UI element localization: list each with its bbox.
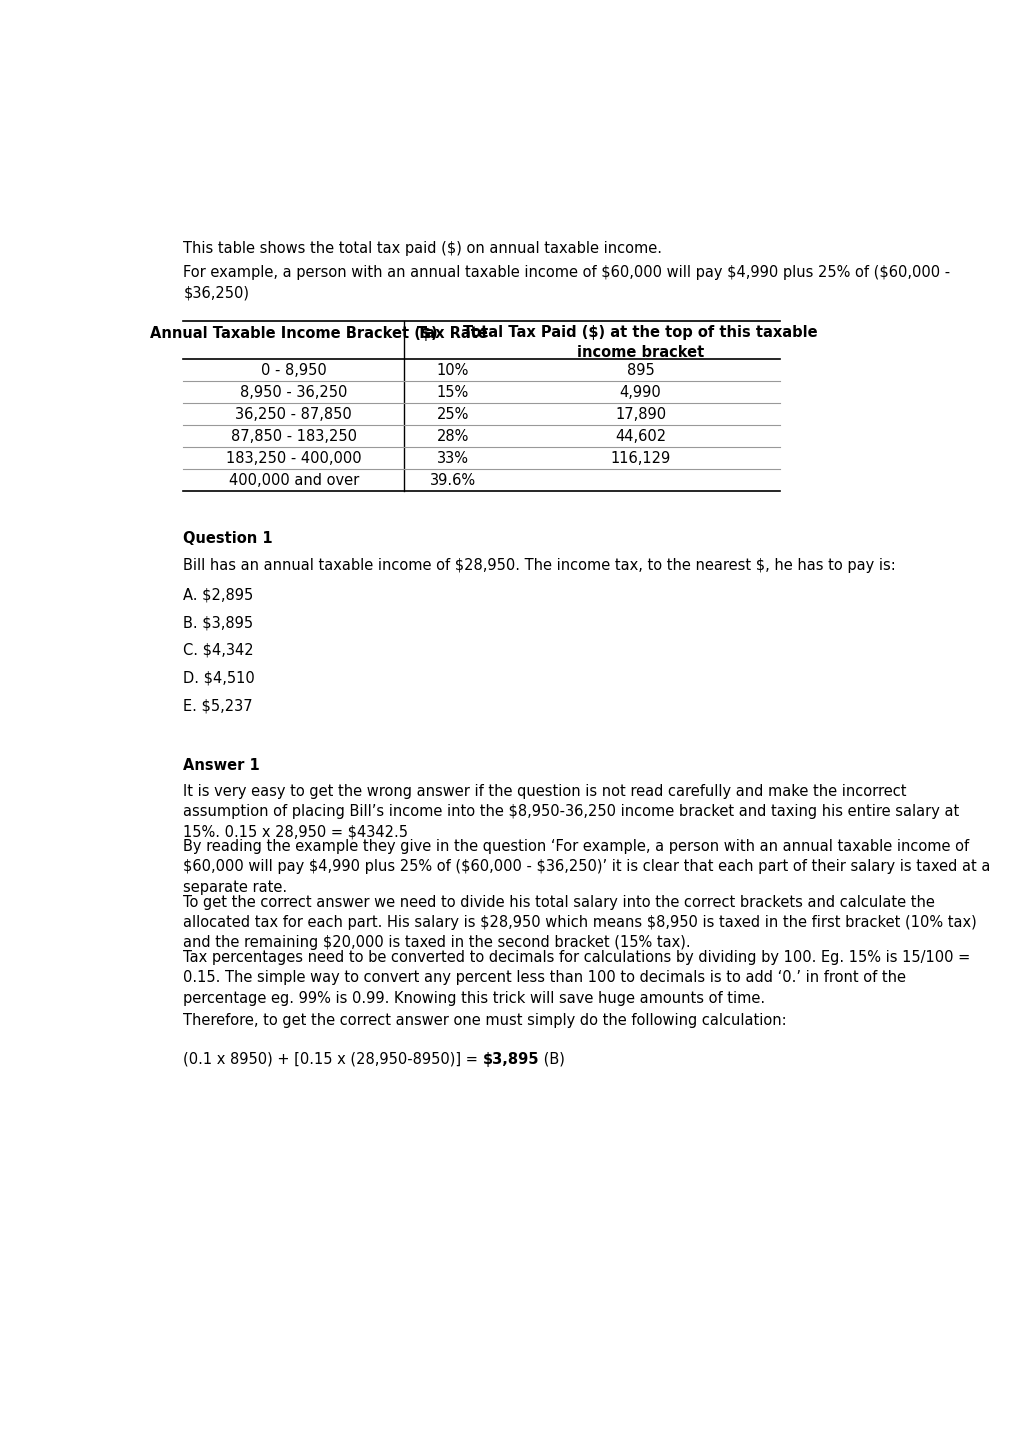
Text: 8,950 - 36,250: 8,950 - 36,250 [239, 385, 347, 399]
Text: This table shows the total tax paid ($) on annual taxable income.: This table shows the total tax paid ($) … [183, 241, 661, 255]
Text: Total Tax Paid ($) at the top of this taxable
income bracket: Total Tax Paid ($) at the top of this ta… [463, 324, 817, 359]
Text: D. $4,510: D. $4,510 [183, 671, 255, 685]
Text: 33%: 33% [436, 451, 468, 466]
Text: 36,250 - 87,850: 36,250 - 87,850 [235, 407, 352, 421]
Text: 400,000 and over: 400,000 and over [228, 473, 359, 487]
Text: To get the correct answer we need to divide his total salary into the correct br: To get the correct answer we need to div… [183, 894, 976, 950]
Text: 0 - 8,950: 0 - 8,950 [261, 363, 326, 378]
Text: Answer 1: Answer 1 [183, 758, 260, 773]
Text: 39.6%: 39.6% [429, 473, 475, 487]
Text: 44,602: 44,602 [614, 428, 665, 444]
Text: 28%: 28% [436, 428, 469, 444]
Text: 25%: 25% [436, 407, 469, 421]
Text: Tax Rate: Tax Rate [417, 326, 487, 342]
Text: 4,990: 4,990 [620, 385, 660, 399]
Text: E. $5,237: E. $5,237 [183, 698, 253, 714]
Text: 15%: 15% [436, 385, 469, 399]
Text: Therefore, to get the correct answer one must simply do the following calculatio: Therefore, to get the correct answer one… [183, 1014, 786, 1028]
Text: 17,890: 17,890 [614, 407, 665, 421]
Text: 116,129: 116,129 [609, 451, 671, 466]
Text: C. $4,342: C. $4,342 [183, 643, 254, 658]
Text: 10%: 10% [436, 363, 469, 378]
Text: Question 1: Question 1 [183, 531, 273, 547]
Text: For example, a person with an annual taxable income of $60,000 will pay $4,990 p: For example, a person with an annual tax… [183, 265, 950, 300]
Text: (0.1 x 8950) + [0.15 x (28,950-8950)] =: (0.1 x 8950) + [0.15 x (28,950-8950)] = [183, 1051, 482, 1067]
Text: By reading the example they give in the question ‘For example, a person with an : By reading the example they give in the … [183, 839, 989, 895]
Text: Tax percentages need to be converted to decimals for calculations by dividing by: Tax percentages need to be converted to … [183, 950, 970, 1005]
Text: Annual Taxable Income Bracket ($): Annual Taxable Income Bracket ($) [150, 326, 437, 342]
Text: 87,850 - 183,250: 87,850 - 183,250 [230, 428, 357, 444]
Text: $3,895: $3,895 [482, 1051, 539, 1067]
Text: (B): (B) [539, 1051, 565, 1067]
Text: B. $3,895: B. $3,895 [183, 616, 253, 630]
Text: It is very easy to get the wrong answer if the question is not read carefully an: It is very easy to get the wrong answer … [183, 783, 959, 839]
Text: A. $2,895: A. $2,895 [183, 587, 254, 603]
Text: Bill has an annual taxable income of $28,950. The income tax, to the nearest $, : Bill has an annual taxable income of $28… [183, 558, 895, 572]
Text: 895: 895 [626, 363, 654, 378]
Text: 183,250 - 400,000: 183,250 - 400,000 [225, 451, 361, 466]
